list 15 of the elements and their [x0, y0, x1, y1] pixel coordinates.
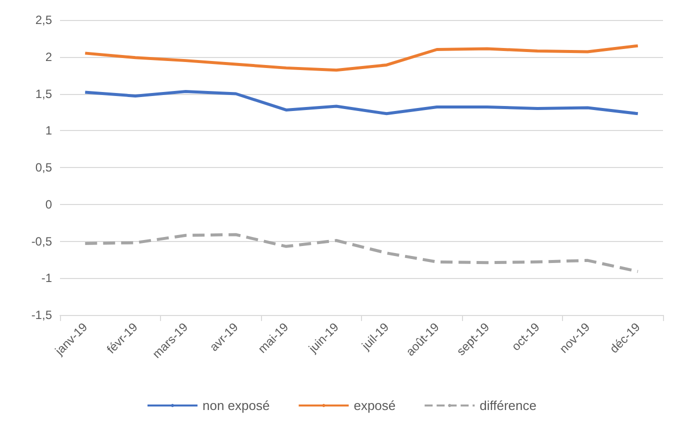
y-tick-label: 2,5: [35, 13, 52, 27]
legend-label: différence: [480, 398, 536, 413]
y-tick-label: 2: [45, 50, 52, 64]
y-tick-label: 1,5: [35, 86, 52, 101]
y-tick-label: 1: [45, 124, 52, 138]
y-tick-label: -1,5: [31, 308, 52, 322]
y-tick-label: 0: [45, 197, 52, 212]
legend-label: exposé: [354, 398, 396, 413]
y-tick-label: -0,5: [31, 234, 52, 248]
line-series: [84, 90, 640, 116]
y-tick-label: 0,5: [35, 160, 52, 174]
line-series: [84, 44, 640, 72]
line-series: [84, 233, 640, 273]
y-tick-label: -1: [41, 271, 52, 286]
legend-label: non exposé: [202, 398, 270, 413]
